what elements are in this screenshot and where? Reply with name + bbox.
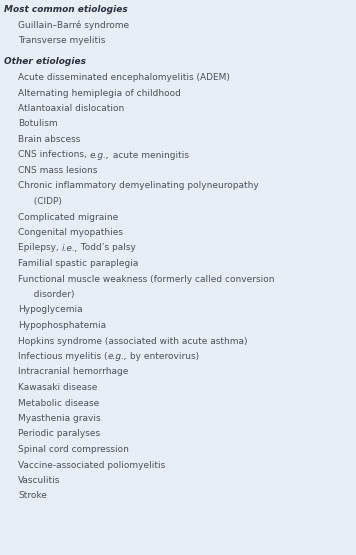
Text: Metabolic disease: Metabolic disease [18,398,99,407]
Text: Complicated migraine: Complicated migraine [18,213,118,221]
Text: Myasthenia gravis: Myasthenia gravis [18,414,101,423]
Text: CNS infections,: CNS infections, [18,150,90,159]
Text: Spinal cord compression: Spinal cord compression [18,445,129,454]
Text: Vasculitis: Vasculitis [18,476,61,485]
Text: Todd’s palsy: Todd’s palsy [78,244,136,253]
Text: e.g.,: e.g., [90,150,110,159]
Text: disorder): disorder) [28,290,74,299]
Text: Infectious myelitis (: Infectious myelitis ( [18,352,108,361]
Text: Most common etiologies: Most common etiologies [4,5,128,14]
Text: Familial spastic paraplegia: Familial spastic paraplegia [18,259,138,268]
Text: Hypoglycemia: Hypoglycemia [18,305,83,315]
Text: Hypophosphatemia: Hypophosphatemia [18,321,106,330]
Text: by enterovirus): by enterovirus) [127,352,199,361]
Text: Congenital myopathies: Congenital myopathies [18,228,123,237]
Text: Brain abscess: Brain abscess [18,135,80,144]
Text: Chronic inflammatory demyelinating polyneuropathy: Chronic inflammatory demyelinating polyn… [18,181,259,190]
Text: Other etiologies: Other etiologies [4,58,86,67]
Text: Stroke: Stroke [18,492,47,501]
Text: Transverse myelitis: Transverse myelitis [18,36,105,45]
Text: Functional muscle weakness (formerly called conversion: Functional muscle weakness (formerly cal… [18,275,274,284]
Text: acute meningitis: acute meningitis [110,150,188,159]
Text: Epilepsy,: Epilepsy, [18,244,62,253]
Text: e.g.,: e.g., [108,352,127,361]
Text: Botulism: Botulism [18,119,58,129]
Text: Periodic paralyses: Periodic paralyses [18,430,100,438]
Text: Atlantoaxial dislocation: Atlantoaxial dislocation [18,104,124,113]
Text: (CIDP): (CIDP) [28,197,62,206]
Text: CNS mass lesions: CNS mass lesions [18,166,98,175]
Text: Guillain–Barré syndrome: Guillain–Barré syndrome [18,21,129,30]
Text: Acute disseminated encephalomyelitis (ADEM): Acute disseminated encephalomyelitis (AD… [18,73,230,82]
Text: Hopkins syndrome (associated with acute asthma): Hopkins syndrome (associated with acute … [18,336,247,346]
Text: Intracranial hemorrhage: Intracranial hemorrhage [18,367,129,376]
Text: i.e.,: i.e., [62,244,78,253]
Text: Alternating hemiplegia of childhood: Alternating hemiplegia of childhood [18,88,181,98]
Text: Kawasaki disease: Kawasaki disease [18,383,98,392]
Text: Vaccine-associated poliomyelitis: Vaccine-associated poliomyelitis [18,461,165,470]
